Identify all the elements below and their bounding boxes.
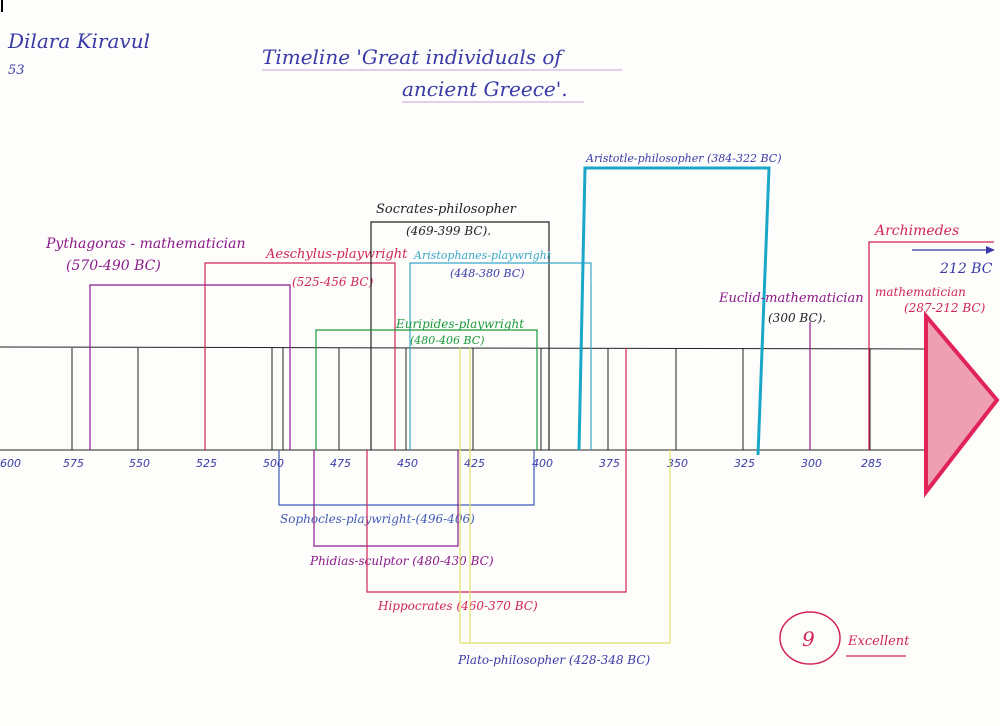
phidias-label: Phidias-sculptor (480-430 BC) — [309, 554, 494, 568]
figure-socrates: Socrates-philosopher (469-399 BC). — [370, 202, 550, 450]
euclid-dates: (300 BC). — [768, 311, 826, 325]
sophocles-bracket — [278, 450, 535, 506]
axis-top-line — [0, 346, 927, 350]
timeline-axis: 600 575 550 525 500 475 450 425 400 375 350 325 300 2… — [0, 310, 1000, 498]
figure-hippocrates: Hippocrates (460-370 BC) — [366, 348, 627, 613]
tick-label: 300 — [801, 457, 822, 470]
tick-label: 400 — [532, 457, 553, 470]
end-arrow-label: 212 BC — [939, 261, 993, 277]
tick-label: 525 — [196, 457, 217, 470]
tick-label: 450 — [397, 457, 418, 470]
aristophanes-dates: (448-380 BC) — [450, 267, 525, 280]
archimedes-role: mathematician — [875, 285, 966, 299]
title-line-2: ancient Greece'. — [402, 77, 568, 101]
socrates-dates: (469-399 BC). — [406, 224, 491, 238]
figure-aeschylus: Aeschylus-playwright (525-456 BC) — [204, 247, 408, 450]
aristotle-bracket — [577, 166, 771, 456]
plato-label: Plato-philosopher (428-348 BC) — [457, 653, 651, 667]
archimedes-bracket — [868, 241, 994, 450]
tick-labels: 600 575 550 525 500 475 450 425 400 375 350 325 300 2… — [0, 457, 882, 470]
grade-mark: 9 Excellent — [779, 611, 910, 665]
figure-euripides: Euripides-playwright (480-406 BC) — [315, 317, 538, 450]
archimedes-arrow-head — [986, 246, 995, 254]
figure-plato: Plato-philosopher (428-348 BC) — [457, 348, 671, 667]
tick-label: 475 — [330, 457, 351, 470]
pythagoras-dates: (570-490 BC) — [66, 258, 161, 274]
archimedes-label: Archimedes — [873, 223, 959, 239]
title-line-1: Timeline 'Great individuals of — [262, 45, 565, 69]
pythagoras-label: Pythagoras - mathematician — [45, 236, 246, 252]
tick-label: 575 — [63, 457, 84, 470]
timeline-end-arrow — [924, 310, 1000, 498]
socrates-label: Socrates-philosopher — [376, 202, 517, 217]
figure-aristotle: Aristotle-philosopher (384-322 BC) — [577, 152, 782, 456]
plato-bracket — [459, 348, 671, 644]
tick-label: 425 — [464, 457, 485, 470]
student-number: 53 — [8, 63, 25, 78]
euclid-label: Euclid-mathematician — [718, 291, 864, 306]
tick-label: 350 — [667, 457, 688, 470]
tick-label: 500 — [263, 457, 284, 470]
figure-pythagoras: Pythagoras - mathematician (570-490 BC) — [45, 236, 291, 450]
hippocrates-label: Hippocrates (460-370 BC) — [377, 599, 538, 613]
student-name: Dilara Kiravul — [7, 29, 150, 53]
figure-phidias: Phidias-sculptor (480-430 BC) — [309, 450, 494, 568]
socrates-bracket — [370, 221, 550, 450]
archimedes-dates: (287-212 BC) — [904, 301, 986, 315]
phidias-bracket — [313, 450, 459, 547]
aeschylus-label: Aeschylus-playwright — [265, 247, 408, 262]
sophocles-label: Sophocles-playwright-(496-406) — [280, 512, 475, 526]
grade-circle — [779, 611, 841, 665]
tick-label: 550 — [129, 457, 150, 470]
figure-aristophanes: Aristophanes-playwright (448-380 BC) — [409, 249, 592, 450]
figure-euclid: Euclid-mathematician (300 BC). — [718, 291, 864, 450]
euripides-bracket — [315, 329, 538, 450]
aeschylus-bracket — [204, 262, 396, 450]
figure-sophocles: Sophocles-playwright-(496-406) — [278, 450, 535, 526]
grade-score: 9 — [802, 627, 815, 651]
euripides-dates: (480-406 BC) — [410, 334, 485, 347]
aristotle-label: Aristotle-philosopher (384-322 BC) — [585, 152, 782, 165]
aristophanes-label: Aristophanes-playwright — [413, 249, 552, 262]
figure-archimedes: Archimedes 212 BC mathematician (287-212… — [868, 223, 995, 450]
tick-label: 285 — [861, 457, 882, 470]
tick-label: 600 — [0, 457, 21, 470]
euripides-label: Euripides-playwright — [395, 317, 524, 331]
pythagoras-bracket — [89, 284, 291, 450]
aristophanes-bracket — [409, 262, 592, 450]
tick-label: 325 — [734, 457, 755, 470]
aeschylus-dates: (525-456 BC) — [292, 275, 374, 289]
tick-marks — [71, 348, 871, 450]
tick-label: 375 — [599, 457, 620, 470]
grade-comment: Excellent — [847, 634, 910, 649]
hippocrates-bracket — [366, 348, 627, 593]
